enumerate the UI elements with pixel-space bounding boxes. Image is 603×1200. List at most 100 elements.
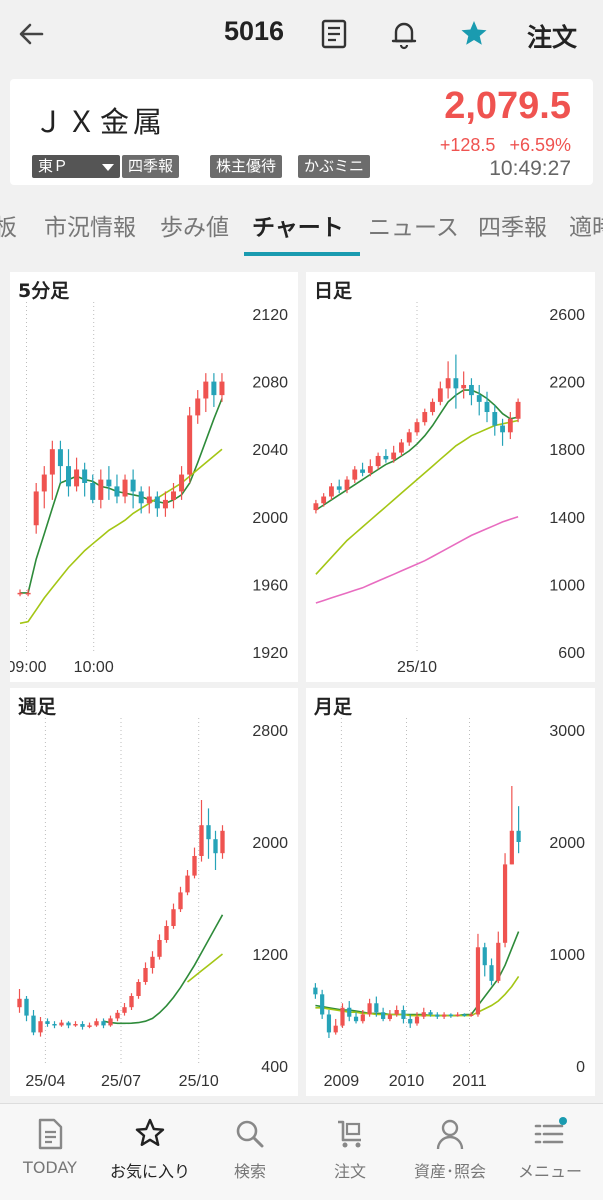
price-change: +128.5 +6.59%: [440, 135, 571, 156]
market-selector[interactable]: 東Ｐ: [32, 155, 120, 178]
candle-body: [33, 491, 39, 526]
nav-favorites-label: お気に入り: [109, 1162, 190, 1181]
chart-weekly-plot: 25/04 25/07 25/10 2800 2000 1200 400: [17, 718, 288, 1090]
moving-average-line: [315, 931, 520, 1017]
candle-body: [414, 422, 420, 433]
candle-body: [313, 503, 319, 511]
moving-average-line: [103, 914, 224, 1025]
x-tick-label: 10:00: [74, 659, 114, 676]
candle-body: [313, 987, 318, 995]
candle-body: [352, 469, 358, 480]
order-button[interactable]: 注文: [527, 23, 578, 52]
candle-body: [206, 825, 211, 840]
candle-body: [329, 486, 334, 497]
candle-body: [136, 982, 141, 996]
y-tick-label: 600: [558, 645, 585, 662]
chart-5min[interactable]: 09:00 10:00 2120 2080 2040 2000 1960 1920 5分足: [10, 272, 298, 682]
yutai-badge[interactable]: 株主優待: [210, 155, 283, 178]
active-tab-indicator: [244, 252, 360, 256]
bottom-nav: TODAY お気に入り 検索 注文 資産･照会: [0, 1103, 603, 1200]
chart-monthly[interactable]: 2009 2010 2011 3000 2000 1000 0 月足: [306, 688, 595, 1096]
tab-news[interactable]: ニュース: [368, 215, 459, 241]
candle-body: [394, 1010, 399, 1015]
kabumini-badge[interactable]: かぶミニ: [298, 155, 371, 178]
nav-assets[interactable]: 資産･照会: [400, 1104, 500, 1200]
candle-body: [475, 947, 481, 1015]
caret-down-icon: [102, 164, 114, 171]
candle-body: [492, 412, 498, 426]
chart-daily[interactable]: 25/10 2600 2200 1800 1400 1000 600 日足: [306, 272, 595, 682]
candle-body: [455, 1014, 460, 1016]
chart-5min-plot: 09:00 10:00 2120 2080 2040 2000 1960 1920: [10, 302, 288, 676]
current-price: 2,079.5: [444, 85, 571, 127]
nav-search[interactable]: 検索: [200, 1104, 300, 1200]
candle-body: [383, 455, 389, 460]
shikiho-badge[interactable]: 四季報: [122, 155, 180, 178]
candle-body: [476, 395, 482, 402]
tab-chart[interactable]: チャート: [252, 215, 344, 241]
tab-disclosure[interactable]: 適時: [569, 215, 603, 241]
candle-body: [320, 994, 325, 1015]
moving-average-line: [187, 953, 223, 983]
candle-body: [340, 1007, 345, 1026]
candle-body: [143, 968, 148, 982]
chart-weekly[interactable]: 25/04 25/07 25/10 2800 2000 1200 400 週足: [10, 688, 298, 1096]
chart-grid: 2009 2010 2011: [324, 718, 487, 1090]
x-tick-label: 09:00: [10, 659, 47, 676]
candle-body: [326, 1014, 332, 1033]
star-outline-icon: [135, 1118, 165, 1146]
x-tick-label: 25/07: [101, 1073, 141, 1090]
candle-body: [17, 592, 23, 595]
y-tick-label: 1920: [252, 645, 288, 662]
candle-body: [41, 474, 47, 492]
x-tick-label: 25/10: [179, 1073, 219, 1090]
candle-body: [98, 479, 104, 500]
change-percent: +6.59%: [509, 135, 571, 155]
candle-body: [154, 496, 160, 509]
candle-body: [374, 1003, 379, 1013]
candle-body: [408, 1018, 413, 1024]
candle-body: [73, 1024, 78, 1026]
memo-icon[interactable]: [316, 16, 352, 52]
star-icon[interactable]: [456, 16, 492, 52]
bell-icon[interactable]: [386, 16, 422, 52]
tab-bar: 板 市況情報 歩み値 チャート ニュース 四季報 適時: [0, 198, 603, 258]
y-tick-label: 2800: [252, 723, 288, 740]
nav-favorites[interactable]: お気に入り: [100, 1104, 200, 1200]
nav-today[interactable]: TODAY: [0, 1104, 100, 1200]
y-tick-label: 2200: [549, 375, 585, 392]
person-icon: [436, 1119, 464, 1150]
candle-body: [203, 381, 209, 399]
y-tick-label: 3000: [549, 723, 585, 740]
candle-body: [38, 1021, 43, 1033]
candle-body: [422, 412, 428, 423]
candle-body: [347, 1007, 352, 1017]
tab-market-info[interactable]: 市況情報: [44, 215, 136, 241]
tab-tick[interactable]: 歩み値: [160, 215, 229, 241]
candle-body: [164, 926, 169, 940]
candle-body: [360, 469, 365, 473]
y-tick-label: 1000: [549, 577, 585, 594]
candle-body: [453, 378, 459, 389]
y-tick-label: 1000: [549, 947, 585, 964]
back-arrow-icon[interactable]: [14, 16, 50, 52]
y-tick-label: 1400: [549, 510, 585, 527]
moving-average-line: [20, 398, 223, 594]
candle-body: [502, 864, 508, 943]
candle-body: [448, 1014, 453, 1016]
y-tick-label: 1960: [252, 577, 288, 594]
nav-order[interactable]: 注文: [300, 1104, 400, 1200]
candle-body: [59, 1022, 64, 1026]
tab-board[interactable]: 板: [0, 215, 17, 241]
candle-body: [344, 479, 350, 490]
candle-body: [220, 830, 225, 854]
candle-body: [482, 947, 487, 966]
candle-body: [367, 466, 373, 473]
quote-time: 10:49:27: [489, 157, 571, 180]
tab-shikiho[interactable]: 四季報: [478, 215, 547, 241]
nav-menu[interactable]: メニュー: [500, 1104, 600, 1200]
candle-body: [336, 486, 342, 490]
chart-5min-title: 5分足: [18, 280, 70, 302]
candle-body: [122, 1007, 127, 1013]
candle-body: [80, 1024, 85, 1027]
